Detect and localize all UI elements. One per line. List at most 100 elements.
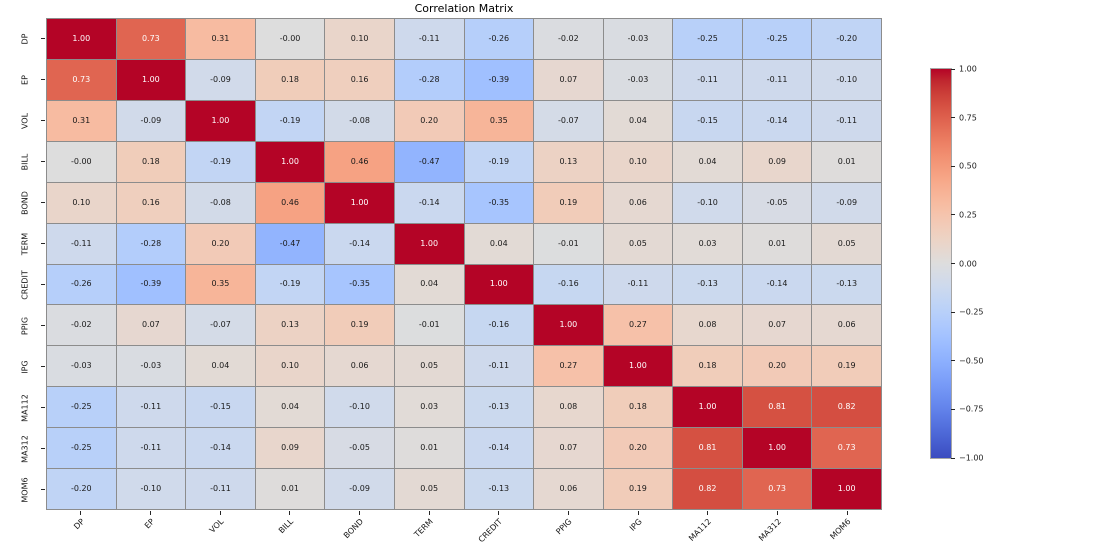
heatmap-cell: -0.13 (673, 264, 742, 305)
heatmap-cell: 0.04 (394, 264, 464, 305)
colorbar-tick-label: −0.75 (959, 404, 984, 414)
x-tick-label: DP (72, 517, 87, 532)
heatmap-cell: -0.11 (116, 387, 186, 428)
heatmap-cell: -0.01 (394, 305, 464, 346)
heatmap-cell: 0.27 (534, 346, 603, 387)
heatmap-cell: -0.20 (47, 469, 116, 509)
heatmap-cell: -0.20 (812, 19, 881, 59)
heatmap-cell: 0.19 (325, 305, 394, 346)
heatmap-cell: 0.06 (812, 305, 881, 346)
heatmap-cell: -0.14 (742, 264, 812, 305)
heatmap-cell: 0.08 (534, 387, 603, 428)
heatmap-cell: 0.73 (116, 19, 186, 59)
heatmap-cell: 0.06 (325, 346, 394, 387)
heatmap-cell: -0.11 (116, 428, 186, 469)
heatmap-cell: -0.19 (255, 100, 325, 141)
heatmap-cell: 1.00 (534, 305, 603, 346)
x-tick-label: CREDIT (476, 517, 505, 545)
x-tick-label: IPG (627, 517, 644, 533)
heatmap-cell: -0.09 (116, 100, 186, 141)
x-axis-tick (289, 511, 291, 515)
heatmap-cell: 0.04 (673, 141, 742, 182)
heatmap-cell: 0.10 (325, 19, 394, 59)
x-tick-label: BOND (341, 517, 365, 541)
heatmap-cell: -0.16 (534, 264, 603, 305)
heatmap-cell: -0.47 (255, 223, 325, 264)
heatmap-cell: -0.08 (325, 100, 394, 141)
heatmap-cell: -0.13 (464, 469, 534, 509)
heatmap-cell: 0.46 (325, 141, 394, 182)
heatmap-cell: 0.05 (812, 223, 881, 264)
heatmap-cell: -0.00 (47, 141, 116, 182)
heatmap-cell: 0.82 (673, 469, 742, 509)
heatmap-cell: 0.03 (394, 387, 464, 428)
x-axis-tick (707, 511, 709, 515)
heatmap-cell: 0.19 (812, 346, 881, 387)
colorbar-tick-label: 0.25 (959, 210, 977, 220)
heatmap-cell: 0.46 (255, 182, 325, 223)
x-tick-label: MA312 (756, 517, 783, 543)
y-tick-label: IPG (20, 359, 30, 374)
colorbar-tick (951, 457, 955, 459)
heatmap-cell: -0.02 (47, 305, 116, 346)
y-tick-label: BILL (20, 153, 30, 170)
x-axis-tick (498, 511, 500, 515)
heatmap-cell: -0.39 (116, 264, 186, 305)
heatmap-cell: 0.20 (603, 428, 673, 469)
heatmap-cell: 0.07 (534, 428, 603, 469)
heatmap-cell: -0.03 (116, 346, 186, 387)
x-tick-label: MOM6 (828, 517, 853, 542)
heatmap-cell: 0.05 (394, 346, 464, 387)
heatmap-cell: -0.13 (812, 264, 881, 305)
colorbar-tick (951, 165, 955, 167)
heatmap-cell: -0.28 (394, 59, 464, 100)
y-tick-label: MA312 (20, 434, 30, 463)
heatmap-cell: 0.73 (742, 469, 812, 509)
heatmap-cell: -0.39 (464, 59, 534, 100)
y-axis-tick (41, 448, 45, 449)
heatmap-cell: 0.10 (47, 182, 116, 223)
x-axis-tick (637, 511, 639, 515)
heatmap-cell: 0.01 (742, 223, 812, 264)
heatmap-cell: -0.15 (186, 387, 255, 428)
chart-title: Correlation Matrix (414, 2, 514, 15)
heatmap-cell: -0.11 (812, 100, 881, 141)
heatmap-cell: -0.25 (673, 19, 742, 59)
heatmap-cell: 0.01 (812, 141, 881, 182)
heatmap-cell: -0.10 (673, 182, 742, 223)
heatmap-cell: 0.13 (534, 141, 603, 182)
heatmap-cell: 0.04 (603, 100, 673, 141)
y-tick-label: TERM (20, 232, 30, 255)
heatmap-cell: -0.11 (742, 59, 812, 100)
heatmap-cell: 0.19 (534, 182, 603, 223)
heatmap-cell: -0.09 (186, 59, 255, 100)
heatmap-cell: 1.00 (464, 264, 534, 305)
heatmap-cell: 0.81 (673, 428, 742, 469)
heatmap-cell: 1.00 (394, 223, 464, 264)
heatmap-cell: -0.35 (464, 182, 534, 223)
y-axis-tick (41, 366, 45, 367)
x-axis-tick (777, 511, 778, 515)
heatmap-cell: 0.09 (742, 141, 812, 182)
heatmap-cell: 1.00 (812, 469, 881, 509)
heatmap-cell: -0.14 (464, 428, 534, 469)
heatmap-cell: -0.13 (464, 387, 534, 428)
heatmap-cell: -0.11 (186, 469, 255, 509)
colorbar-tick-label: −1.00 (959, 453, 984, 463)
heatmap-cell: -0.14 (394, 182, 464, 223)
heatmap-cell: 0.18 (673, 346, 742, 387)
x-axis-tick (219, 511, 221, 515)
heatmap-cell: 0.06 (534, 469, 603, 509)
heatmap-cell: 0.04 (186, 346, 255, 387)
heatmap-cell: 0.31 (47, 100, 116, 141)
colorbar-tick-label: −0.25 (959, 307, 984, 317)
y-axis-tick (41, 407, 45, 408)
heatmap-cell: -0.14 (325, 223, 394, 264)
heatmap-cell: 1.00 (116, 59, 186, 100)
y-axis-tick (41, 243, 45, 244)
heatmap-cell: 0.07 (534, 59, 603, 100)
heatmap-cell: -0.16 (464, 305, 534, 346)
heatmap-cell: 1.00 (255, 141, 325, 182)
heatmap-cell: -0.01 (534, 223, 603, 264)
